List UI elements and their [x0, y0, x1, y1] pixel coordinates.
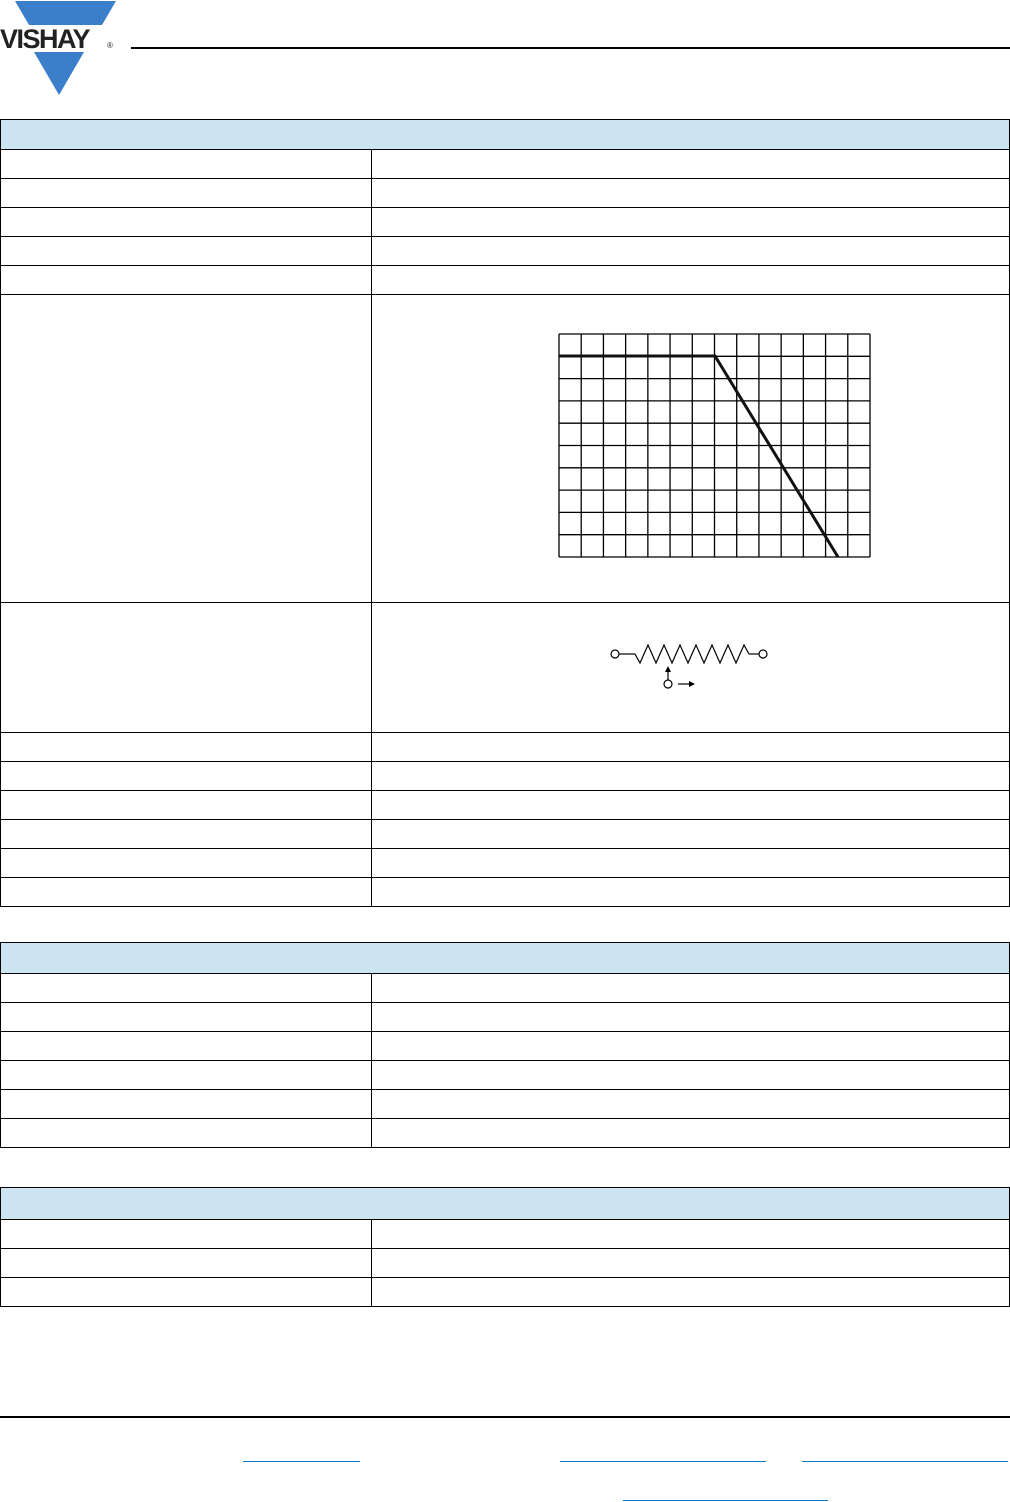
derating-curve-line [559, 354, 840, 558]
table-row [0, 178, 1010, 208]
table-row [0, 973, 1010, 1003]
table-row [0, 294, 1010, 603]
table-header [0, 119, 1010, 150]
spec-table-3 [0, 1187, 1010, 1307]
table-row [0, 1002, 1010, 1032]
table-row [0, 1219, 1010, 1249]
table-row [0, 1277, 1010, 1307]
table-row [0, 602, 1010, 733]
vishay-logo: VISHAY ® [0, 0, 120, 96]
table-row [0, 819, 1010, 849]
footer-link-4[interactable] [623, 1500, 828, 1501]
table-row [0, 877, 1010, 907]
footer-link-1[interactable] [243, 1461, 360, 1462]
header-rule [131, 47, 1010, 49]
derating-curve-graph [558, 333, 871, 558]
table-row [0, 732, 1010, 762]
spec-table-1 [0, 119, 1010, 907]
table-row [0, 1089, 1010, 1119]
potentiometer-symbol-icon [610, 643, 768, 689]
table-row [0, 761, 1010, 791]
footer-rule [0, 1416, 1010, 1418]
table-header [0, 1187, 1010, 1220]
table-header [0, 942, 1010, 974]
table-row [0, 1248, 1010, 1278]
table-row [0, 1031, 1010, 1061]
table-row [0, 848, 1010, 878]
table-row [0, 149, 1010, 179]
footer-link-2[interactable] [560, 1461, 766, 1462]
table-row [0, 265, 1010, 295]
table-row [0, 790, 1010, 820]
svg-text:®: ® [107, 41, 113, 50]
svg-text:VISHAY: VISHAY [0, 24, 91, 54]
spec-table-2 [0, 942, 1010, 1148]
table-row [0, 1060, 1010, 1090]
table-row [0, 236, 1010, 266]
table-row [0, 1118, 1010, 1148]
table-row [0, 207, 1010, 237]
footer-link-3[interactable] [802, 1461, 1008, 1462]
